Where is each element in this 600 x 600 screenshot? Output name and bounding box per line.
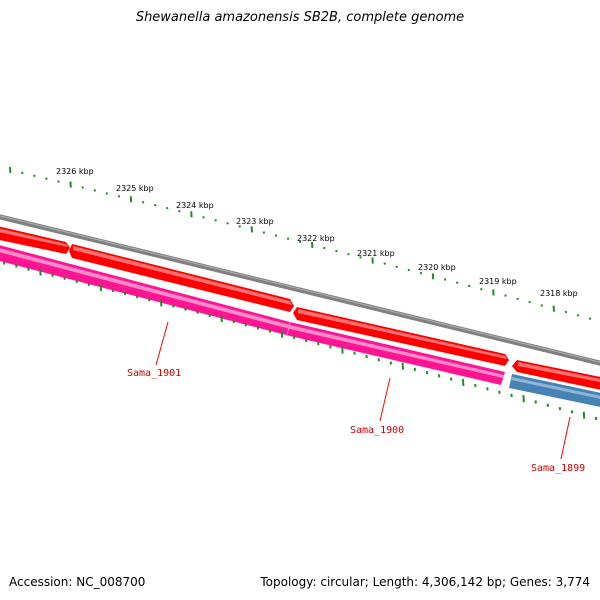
gene-label-sama-1901[interactable]: Sama_1901 [127, 368, 181, 379]
inner-tick-ring [3, 261, 598, 421]
kbp-label: 2325 kbp [116, 184, 154, 193]
gene-label-line-sama-1900 [379, 377, 391, 422]
kbp-label: 2322 kbp [297, 234, 335, 243]
genome-backbone-highlight [0, 215, 600, 363]
gene-label-line-sama-1899 [560, 416, 571, 460]
outer-tick-ring [9, 166, 592, 320]
kbp-label: 2320 kbp [418, 263, 456, 272]
genome-summary-text: Topology: circular; Length: 4,306,142 bp… [260, 575, 590, 589]
forward-cds-track [0, 226, 600, 390]
kbp-label: 2321 kbp [357, 249, 395, 258]
reverse-cds-track [0, 240, 600, 407]
reverse-cds-1[interactable] [0, 240, 505, 385]
reverse-cds-boundary [286, 321, 291, 337]
gene-label-sama-1900[interactable]: Sama_1900 [350, 425, 404, 436]
forward-cds-4-highlight [518, 362, 600, 383]
kbp-label: 2318 kbp [540, 289, 578, 298]
forward-cds-2-highlight [73, 246, 292, 305]
genome-backbone [0, 214, 600, 366]
kbp-label-group: 2326 kbp 2325 kbp 2324 kbp 2323 kbp 2322 kbp… [56, 167, 578, 298]
forward-cds-1-highlight [0, 228, 68, 247]
kbp-label: 2323 kbp [236, 217, 274, 226]
kbp-label: 2324 kbp [176, 201, 214, 210]
accession-text: Accession: NC_008700 [9, 575, 146, 589]
gene-label-group: Sama_1901 Sama_1900 Sama_1899 [127, 321, 585, 474]
gene-label-line-sama-1901 [155, 321, 169, 366]
gene-label-sama-1899[interactable]: Sama_1899 [531, 463, 585, 474]
forward-cds-3-highlight [298, 309, 507, 359]
reverse-cds-1-highlight [0, 248, 504, 378]
genome-title: Shewanella amazonensis SB2B, complete ge… [135, 10, 465, 25]
reverse-cds-2-highlight [511, 377, 600, 399]
kbp-label: 2319 kbp [479, 277, 517, 286]
kbp-label: 2326 kbp [56, 167, 94, 176]
